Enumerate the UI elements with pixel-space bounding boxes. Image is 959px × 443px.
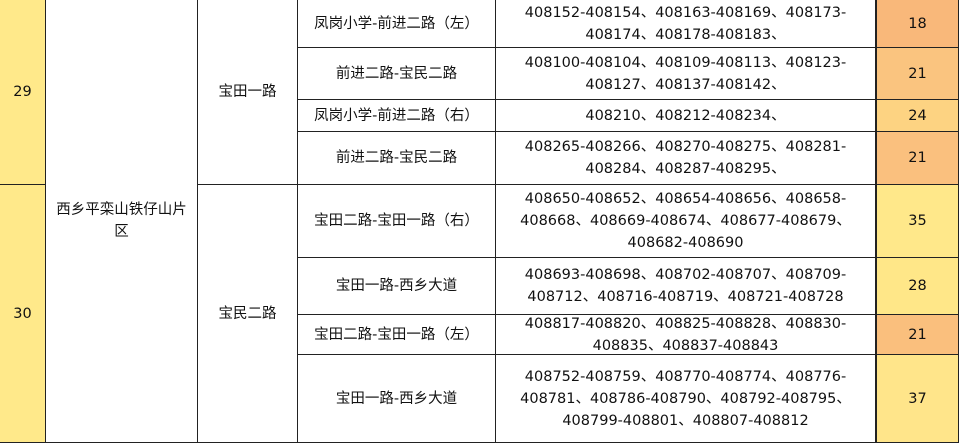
count-cell: 21 <box>876 315 959 355</box>
range-cell: 408693-408698、408702-408707、408709- 40871… <box>496 258 876 315</box>
count-cell: 24 <box>876 100 959 132</box>
section-cell: 宝田一路-西乡大道 <box>298 355 496 443</box>
number-range-line: 408210、408212-408234、 <box>585 107 786 124</box>
count-cell: 37 <box>876 355 959 443</box>
group-number-cell: 30 <box>0 185 46 443</box>
section-name: 宝田二路-宝田一路（右） <box>314 213 479 229</box>
road-cell: 宝民二路 <box>198 185 298 443</box>
number-range-line: 408284、408287-408295、 <box>585 161 786 177</box>
count-value: 37 <box>908 390 927 407</box>
section-cell: 凤岗小学-前进二路（右） <box>298 100 496 132</box>
number-range-line: 408835、408837-408843 <box>592 337 779 354</box>
count-value: 21 <box>908 326 927 343</box>
section-name: 凤岗小学-前进二路（左） <box>314 15 479 32</box>
number-range-line: 408127、408137-408142、 <box>585 76 786 93</box>
section-name: 宝田二路-宝田一路（左） <box>314 326 479 343</box>
range-cell: 408817-408820、408825-408828、408830- 40883… <box>496 315 876 355</box>
group-number: 29 <box>13 84 32 100</box>
section-name: 宝田一路-西乡大道 <box>335 278 458 294</box>
number-range-line: 408668、408669-408674、408677-408679、 <box>520 213 851 229</box>
area-name-line: 区 <box>114 224 129 240</box>
count-cell: 35 <box>876 185 959 258</box>
range-cell: 408100-408104、408109-408113、408123- 40812… <box>496 48 876 100</box>
road-cell: 宝田一路 <box>198 0 298 185</box>
section-cell: 凤岗小学-前进二路（左） <box>298 0 496 48</box>
area-name-line: 西乡平栾山铁仔山片 <box>56 202 187 218</box>
number-range-line: 408712、408716-408719、408721-408728 <box>527 289 844 305</box>
road-name: 宝田一路 <box>218 84 277 100</box>
count-cell: 28 <box>876 258 959 315</box>
number-range-line: 408682-408690 <box>627 235 744 251</box>
range-cell: 408210、408212-408234、 <box>496 100 876 132</box>
range-cell: 408650-408652、408654-408656、408658- 40866… <box>496 185 876 258</box>
group-number: 30 <box>13 305 32 322</box>
number-range-line: 408799-408801、408807-408812 <box>562 412 809 429</box>
count-value: 24 <box>908 107 927 124</box>
area-cell: 西乡平栾山铁仔山片区 <box>46 0 198 443</box>
number-range-line: 408752-408759、408770-408774、408776- <box>524 368 847 385</box>
count-cell: 18 <box>876 0 959 48</box>
count-value: 28 <box>908 278 927 294</box>
count-value: 21 <box>908 150 927 166</box>
number-range-line: 408781、408786-408790、408792-408795、 <box>520 390 851 407</box>
section-cell: 宝田二路-宝田一路（右） <box>298 185 496 258</box>
section-name: 凤岗小学-前进二路（右） <box>314 107 479 124</box>
number-range-line: 408265-408266、408270-408275、408281- <box>524 139 847 155</box>
section-name: 前进二路-宝民二路 <box>335 65 458 82</box>
count-value: 35 <box>908 213 927 229</box>
number-range-line: 408817-408820、408825-408828、408830- <box>524 315 847 332</box>
number-range-line: 408152-408154、408163-408169、408173- <box>524 4 847 21</box>
number-range-line: 408100-408104、408109-408113、408123- <box>524 54 847 71</box>
count-value: 21 <box>908 65 927 82</box>
count-cell: 21 <box>876 132 959 185</box>
section-cell: 前进二路-宝民二路 <box>298 132 496 185</box>
section-name: 宝田一路-西乡大道 <box>335 390 458 407</box>
count-cell: 21 <box>876 48 959 100</box>
range-cell: 408752-408759、408770-408774、408776- 40878… <box>496 355 876 443</box>
section-cell: 宝田二路-宝田一路（左） <box>298 315 496 355</box>
group-number-cell: 29 <box>0 0 46 185</box>
section-cell: 宝田一路-西乡大道 <box>298 258 496 315</box>
count-value: 18 <box>908 15 927 32</box>
road-name: 宝民二路 <box>218 305 277 322</box>
section-name: 前进二路-宝民二路 <box>335 150 458 166</box>
range-cell: 408152-408154、408163-408169、408173- 40817… <box>496 0 876 48</box>
number-range-line: 408693-408698、408702-408707、408709- <box>524 267 847 283</box>
range-cell: 408265-408266、408270-408275、408281- 40828… <box>496 132 876 185</box>
section-cell: 前进二路-宝民二路 <box>298 48 496 100</box>
number-range-line: 408174、408178-408183、 <box>585 26 786 43</box>
number-range-line: 408650-408652、408654-408656、408658- <box>524 191 847 207</box>
